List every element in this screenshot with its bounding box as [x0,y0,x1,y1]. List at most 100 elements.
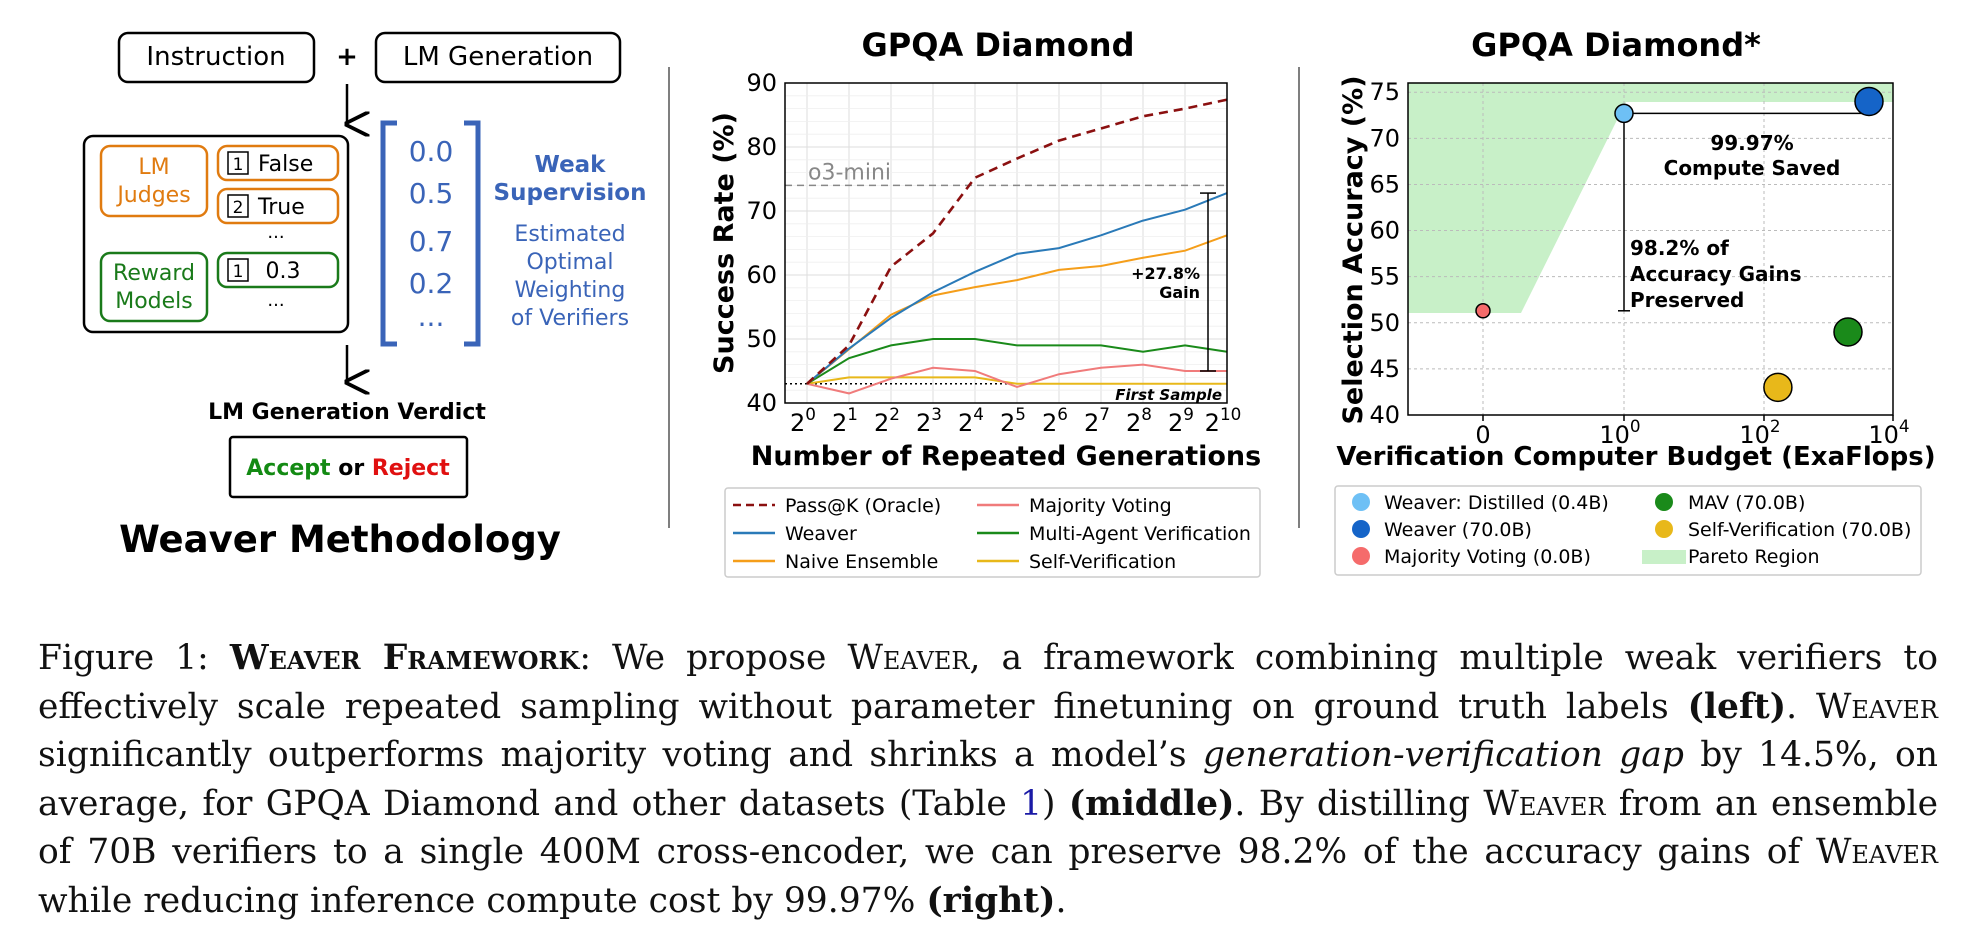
series-lines [806,98,1228,395]
weights-right-bracket [464,120,481,347]
caption-weaver: Weaver [1815,832,1938,872]
caption-text: . [1055,880,1067,921]
reward-number-box-1 [227,258,249,282]
judge-output-text-1: False [258,152,313,177]
y-tick-label: 50 [1369,309,1400,337]
x-tick-label: 29 [1168,404,1194,437]
y-tick-label: 65 [1369,170,1400,198]
legend: Weaver: Distilled (0.4B) Weaver (70.0B) Ma… [1352,492,1911,568]
gains-preserved-label: Preserved [1630,288,1744,312]
reward-models-label-line1: Reward [113,261,195,286]
estimated-weighting-line1: Estimated [514,222,625,247]
x-tick-label: 0 [1475,421,1490,449]
judge-number-box-1 [227,151,249,175]
legend-label: Weaver [785,523,857,545]
reward-models-box [99,251,209,323]
reward-output-text-1: 0.3 [266,259,301,284]
caption-text: , a framework combining multiple weak ve… [38,638,1938,727]
gain-label: +27.8% [1131,264,1200,283]
x-tick-labels: 0 100 102 104 [1475,415,1910,449]
x-tick-label: 210 [1205,404,1242,437]
reward-output-1 [216,251,340,289]
legend-box [1334,485,1922,576]
x-tick-label: 26 [1042,404,1068,437]
verifiers-box [82,134,350,334]
lm-generation-box [374,31,622,84]
estimated-weighting-line3: Weighting [515,278,626,303]
lm-judges-label-line2: Judges [115,183,190,208]
verdict-box [228,435,469,499]
x-axis-label: Verification Computer Budget (ExaFlops) [1336,442,1935,472]
compute-saved-label: Compute Saved [1664,156,1841,180]
x-tick-label: 25 [1000,404,1026,437]
legend-label: MAV (70.0B) [1688,492,1805,514]
series-line-majority-voting [806,363,1227,395]
legend-marker [1642,550,1686,564]
gain-annotation: +27.8%Gain [1131,192,1216,372]
caption-figure-label: Figure 1: [38,638,209,678]
caption-text: while reducing inference compute cost by… [38,880,927,921]
caption-gap: generation-verification gap [1202,735,1684,775]
chart-title: GPQA Diamond* [1471,26,1761,64]
series-line-multi-agent-verification [806,338,1228,385]
caption-left: (left) [1687,686,1787,727]
y-axis-label: Success Rate (%) [709,112,740,374]
gains-preserved-label: Accuracy Gains [1630,262,1802,286]
caption-text: : We propose [579,638,848,678]
y-tick-label: 90 [746,69,777,97]
weak-supervision-line2: Supervision [494,180,647,206]
lm-generation-label: LM Generation [403,42,593,72]
legend-label: Majority Voting (0.0B) [1384,546,1591,568]
instruction-label: Instruction [146,42,285,72]
legend-marker [1352,547,1370,565]
series-line-self-verification [806,376,1227,385]
weight-value: ... [418,300,445,333]
plot-frame [784,82,1228,404]
y-tick-labels: 40 45 50 55 60 65 70 75 [1369,78,1400,429]
caption-text: from an ensemble of 70B verifiers to a s… [38,783,1938,873]
verdict-or: or [338,456,364,481]
y-tick-labels: 40 50 60 70 80 90 [746,69,777,417]
caption-text: . By distilling [1234,783,1484,824]
x-tick-label: 23 [916,404,942,437]
x-axis-label: Number of Repeated Generations [751,441,1261,472]
judge-output-1 [216,144,340,182]
y-tick-label: 70 [746,197,777,225]
reward-ellipsis: ... [267,290,284,311]
point-weaver-70-0b- [1854,86,1884,117]
reward-number-1: 1 [233,262,244,282]
x-tick-label: 100 [1599,416,1640,449]
legend-label: Majority Voting [1029,495,1172,517]
lm-judges-box [99,144,209,218]
methodology-title: Weaver Methodology [119,518,561,561]
gain-label: Gain [1159,283,1200,302]
weight-value: 0.7 [409,225,454,258]
legend-label: Weaver (70.0B) [1384,519,1532,541]
series-line-weaver [806,192,1228,385]
caption-table-ref[interactable]: 1 [1020,783,1043,824]
verdict-reject: Reject [372,456,450,481]
weak-supervision-line1: Weak [535,152,607,178]
legend-label: Self-Verification [1029,551,1176,573]
legend-label: Weaver: Distilled (0.4B) [1384,492,1609,514]
verdict-title: LM Generation Verdict [208,400,486,425]
y-axis-label: Selection Accuracy (%) [1338,75,1369,424]
point-weaver-distilled-0-4b- [1614,103,1634,124]
chart-title: GPQA Diamond [862,26,1135,64]
pareto-region [1408,83,1893,313]
y-tick-label: 50 [746,325,777,353]
y-tick-label: 60 [1369,217,1400,245]
caption-weaver: Weaver [1815,686,1938,727]
judge-output-text-2: True [257,195,305,220]
y-tick-label: 60 [746,261,777,289]
weights-left-bracket [380,120,397,347]
caption-title: Weaver Framework [229,638,580,678]
x-tick-label: 24 [958,404,984,437]
legend: Pass@K (Oracle) Weaver Naive Ensemble Major… [733,495,1251,573]
lm-judges-label-line1: LM [138,155,169,180]
caption-weaver: Weaver [1483,783,1606,824]
figure-caption: Figure 1: Weaver Framework: We propose W… [38,634,1938,925]
o3-mini-label: o3-mini [808,160,891,185]
verdict-text: Accept or Reject [246,456,450,481]
